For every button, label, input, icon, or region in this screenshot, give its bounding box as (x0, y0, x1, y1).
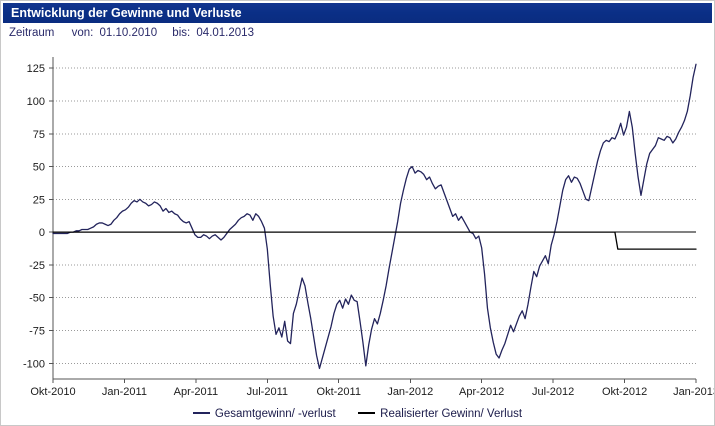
legend-label-total: Gesamtgewinn/ -verlust (214, 407, 336, 420)
legend-label-realized: Realisierter Gewinn/ Verlust (380, 407, 523, 420)
x-axis-tick-label: Apr-2011 (174, 386, 218, 398)
legend-item-total: Gesamtgewinn/ -verlust (192, 407, 336, 420)
y-axis-tick-label: 75 (33, 129, 45, 141)
chart-plot-area: -100 -75 -50 -25 0 25 50 75 100 125 Okt-2010 Jan-20… (1, 47, 714, 425)
series-line-realized (52, 231, 697, 250)
y-axis-tick-label: 125 (27, 63, 45, 75)
x-axis-tick-label: Okt-2012 (602, 386, 647, 398)
period-to-value: 04.01.2013 (196, 27, 254, 39)
y-axis-tick-label: -75 (29, 325, 45, 337)
period-to-label: bis: (172, 27, 191, 39)
legend-swatch-total-icon (192, 411, 210, 414)
line-chart: -100 -75 -50 -25 0 25 50 75 100 125 Okt-2010 Jan-20… (23, 57, 714, 398)
period-from-label: von: (71, 27, 94, 39)
y-axis-tick-label: 100 (27, 96, 45, 108)
y-axis-tick-label: -50 (29, 293, 45, 305)
x-axis-tick-label: Jan-2013 (673, 386, 714, 398)
x-axis-tick-label: Jul-2012 (532, 386, 574, 398)
x-axis-tick-label: Okt-2011 (317, 386, 361, 398)
y-axis-tick-label: 25 (33, 194, 45, 206)
period-bar: Zeitraum von: 01.10.2010 bis: 04.01.2013 (9, 27, 254, 43)
x-axis-tick-label: Jan-2011 (102, 386, 147, 398)
y-axis-tick-label: 0 (39, 227, 45, 239)
period-label: Zeitraum (9, 27, 55, 39)
chart-legend: Gesamtgewinn/ -verlust Realisierter Gewi… (1, 405, 714, 425)
period-from-value: 01.10.2010 (99, 27, 158, 39)
x-axis-tick-label: Apr-2012 (459, 386, 504, 398)
x-axis-tick-label: Jan-2012 (387, 386, 433, 398)
x-axis-tick-label: Jul-2011 (247, 386, 288, 398)
y-axis-tick-label: -25 (29, 260, 45, 272)
y-axis-tick-label: -100 (23, 358, 45, 370)
series-line-total (52, 63, 697, 370)
window-title: Entwicklung der Gewinne und Verluste (3, 3, 712, 23)
legend-swatch-realized-icon (358, 411, 376, 414)
legend-item-realized: Realisierter Gewinn/ Verlust (358, 408, 522, 420)
x-axis-tick-label: Okt-2010 (30, 386, 75, 398)
y-axis-tick-label: 50 (33, 162, 45, 174)
